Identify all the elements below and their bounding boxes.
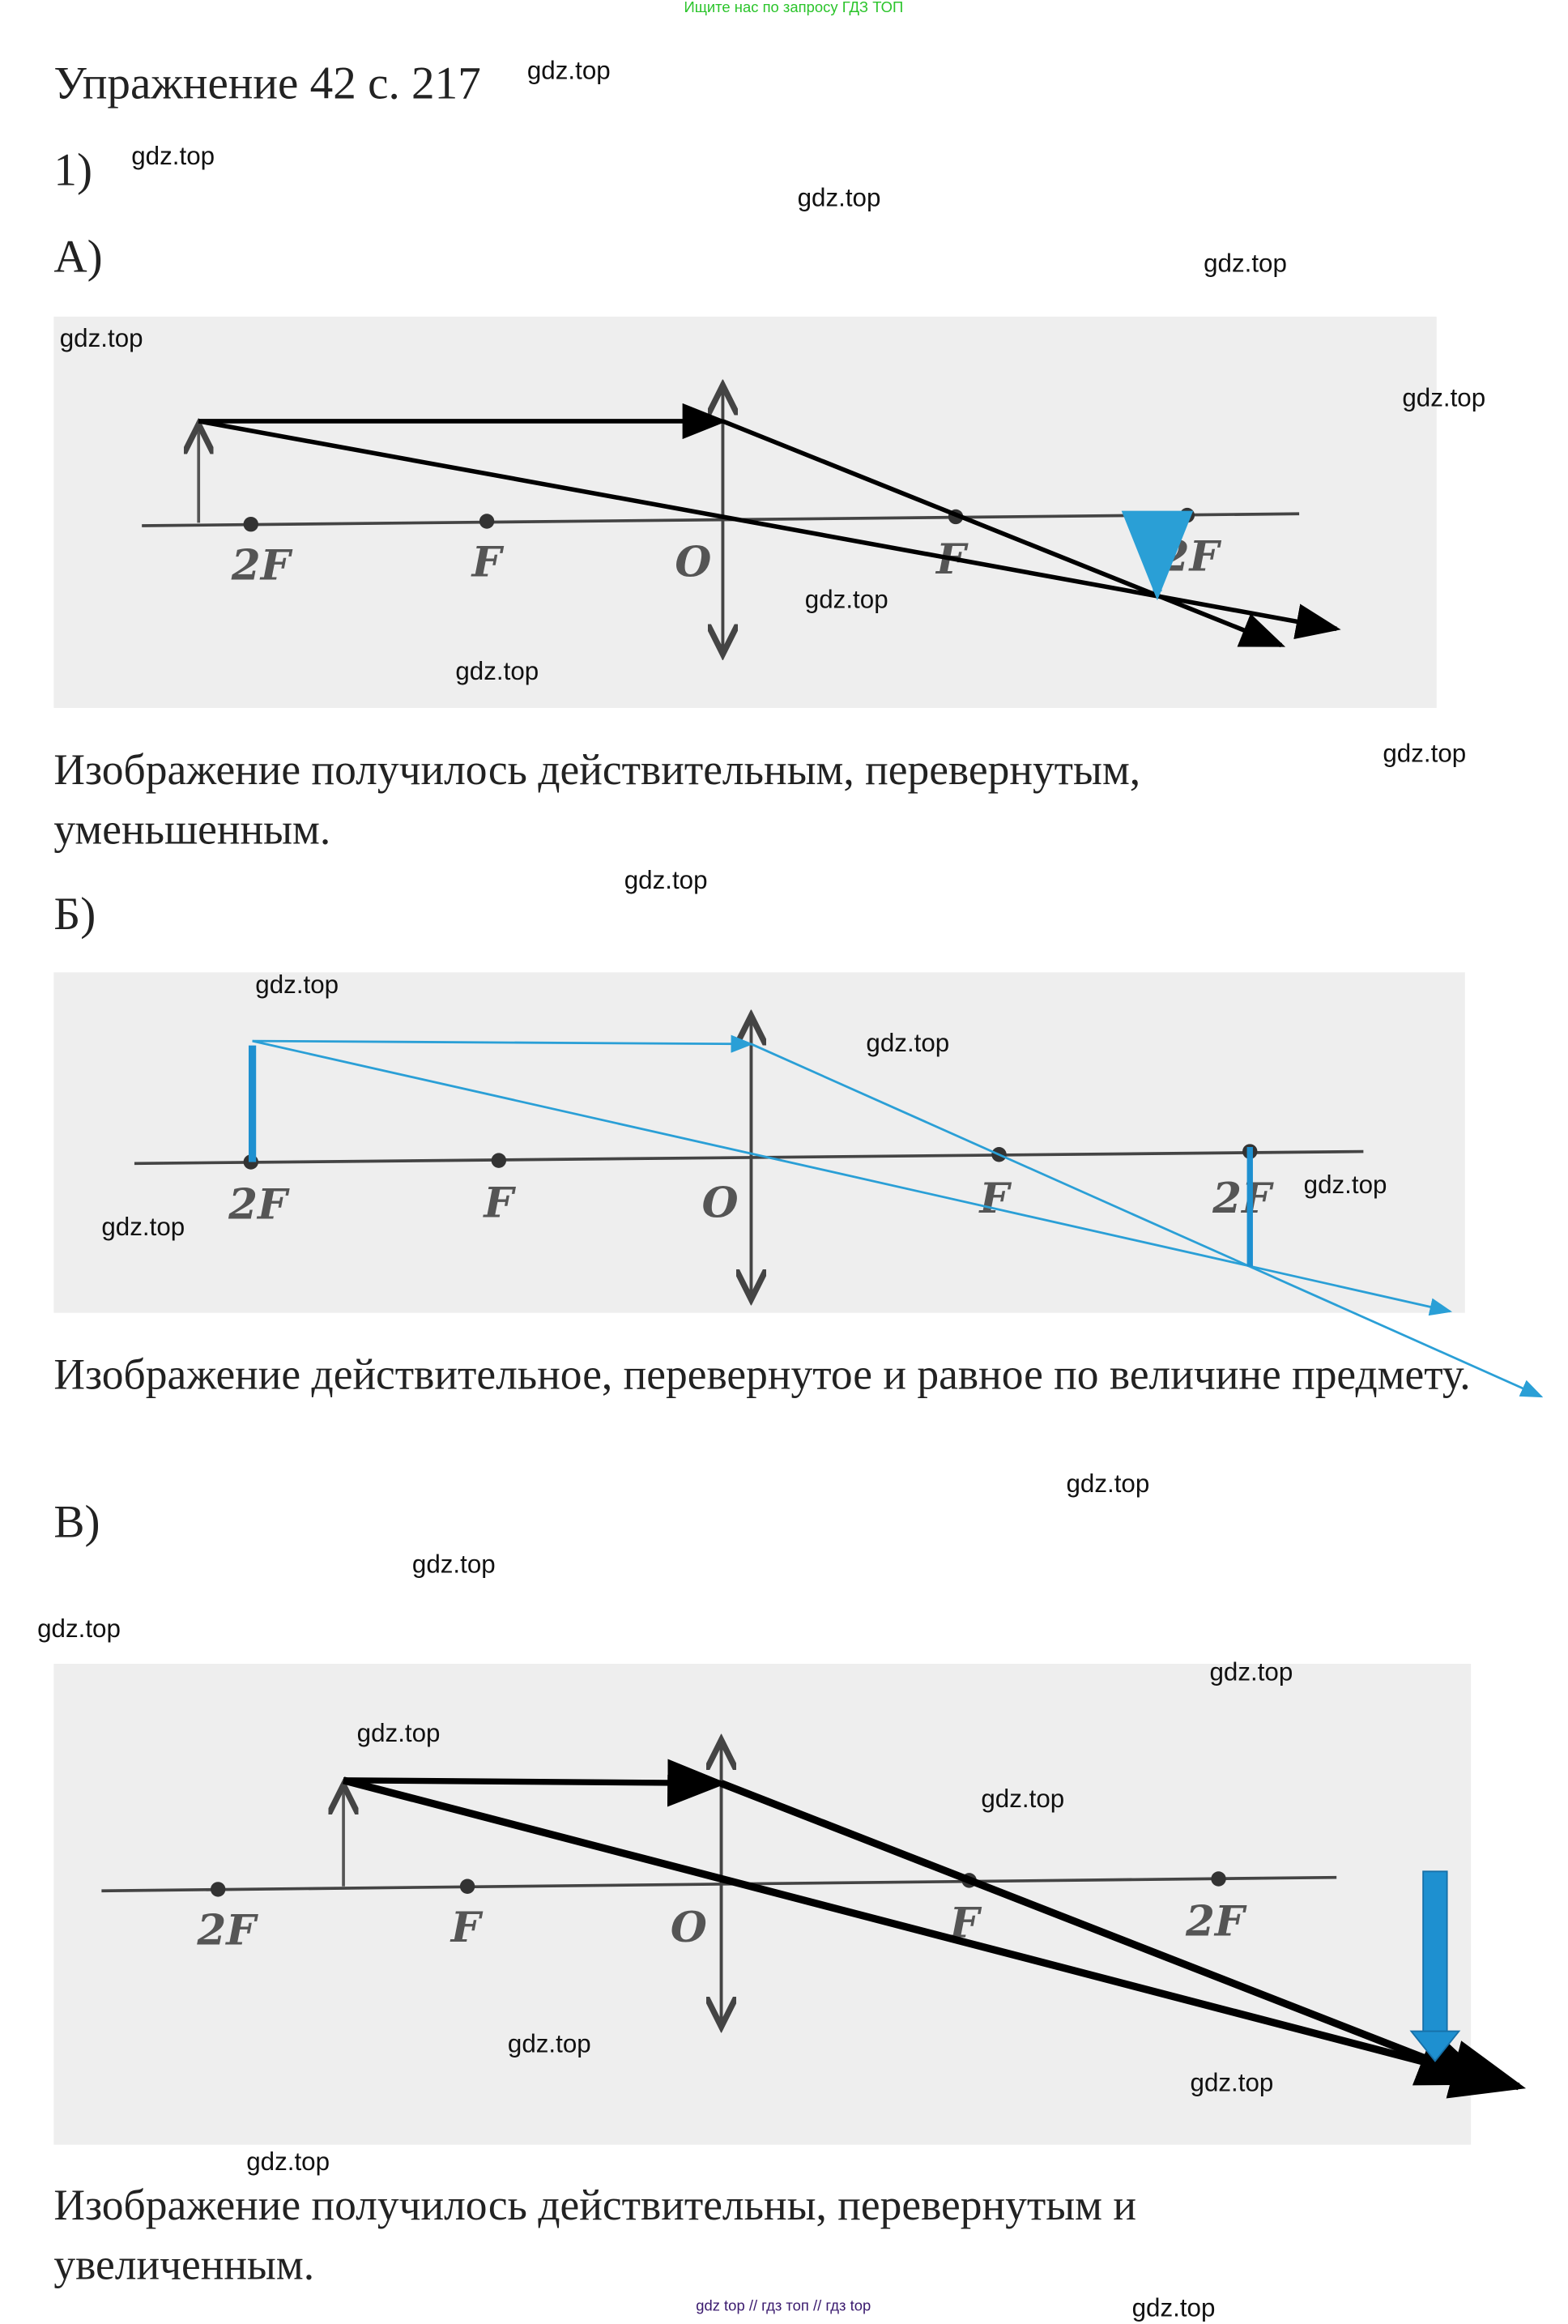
watermark: gdz.top xyxy=(101,1213,185,1242)
label-o: O xyxy=(671,1904,707,1952)
watermark: gdz.top xyxy=(624,866,708,895)
label-f: F xyxy=(450,1904,484,1952)
top-banner: Ищите нас по запросу ГДЗ ТОП xyxy=(684,0,904,17)
watermark: gdz.top xyxy=(455,657,539,686)
section-c-conclusion: Изображение получилось действительны, пе… xyxy=(53,2181,1136,2290)
watermark: gdz.top xyxy=(797,183,881,212)
page-title: Упражнение 42 с. 217 xyxy=(53,57,481,109)
ray xyxy=(750,1043,1544,1398)
watermark: gdz.top xyxy=(804,585,888,614)
label-2f: 2F xyxy=(1160,532,1222,581)
diagram-c: 2F F O F 2F xyxy=(53,1663,1527,2145)
ray xyxy=(719,1780,1493,2086)
watermark: gdz.top xyxy=(1204,249,1287,278)
diagram-a: 2F F O F 2F xyxy=(53,316,1437,708)
watermark: gdz.top xyxy=(1066,1469,1150,1499)
watermark: gdz.top xyxy=(1131,2294,1216,2323)
label-2f: 2F xyxy=(231,541,293,590)
label-2f: 2F xyxy=(1185,1898,1247,1947)
watermark: gdz.top xyxy=(526,57,611,86)
footer-links[interactable]: gdz top // гдз топ // гдз top xyxy=(696,2298,871,2315)
label-2f: 2F xyxy=(1212,1175,1274,1223)
label-o: O xyxy=(675,539,711,587)
label-2f: 2F xyxy=(196,1907,258,1955)
diagram-b: 2F F O F 2F xyxy=(53,972,1544,1398)
ray xyxy=(342,1776,1527,2099)
section-a-conclusion: Изображение получилось действительным, п… xyxy=(53,746,1141,855)
watermark: gdz.top xyxy=(1190,2068,1274,2097)
section-a-label: А) xyxy=(53,229,103,283)
watermark: gdz.top xyxy=(255,970,339,1000)
watermark: gdz.top xyxy=(59,324,143,353)
watermark: gdz.top xyxy=(1303,1171,1387,1200)
label-2f: 2F xyxy=(228,1181,290,1230)
ray xyxy=(343,1759,727,1807)
watermark: gdz.top xyxy=(1209,1657,1293,1686)
ray xyxy=(722,419,1286,648)
watermark: gdz.top xyxy=(866,1029,950,1058)
section-b-conclusion: Изображение действительное, перевернутое… xyxy=(53,1351,1471,1400)
watermark: gdz.top xyxy=(1402,383,1486,412)
section-c-label: В) xyxy=(53,1495,100,1548)
label-f: F xyxy=(471,539,505,587)
label-f: F xyxy=(482,1179,516,1228)
image-arrow xyxy=(1409,2030,1461,2062)
section-b-label: Б) xyxy=(53,887,96,940)
watermark: gdz.top xyxy=(507,2029,591,2058)
watermark: gdz.top xyxy=(1383,739,1467,768)
watermark: gdz.top xyxy=(131,142,215,171)
label-o: O xyxy=(702,1179,739,1228)
watermark: gdz.top xyxy=(981,1785,1065,1814)
watermark: gdz.top xyxy=(411,1550,496,1579)
watermark: gdz.top xyxy=(356,1719,441,1748)
image-arrow-shaft xyxy=(1422,1870,1448,2034)
watermark: gdz.top xyxy=(246,2147,330,2177)
part-label: 1) xyxy=(53,143,92,196)
watermark: gdz.top xyxy=(37,1614,121,1644)
ray xyxy=(252,1034,754,1053)
label-f: F xyxy=(978,1175,1012,1223)
